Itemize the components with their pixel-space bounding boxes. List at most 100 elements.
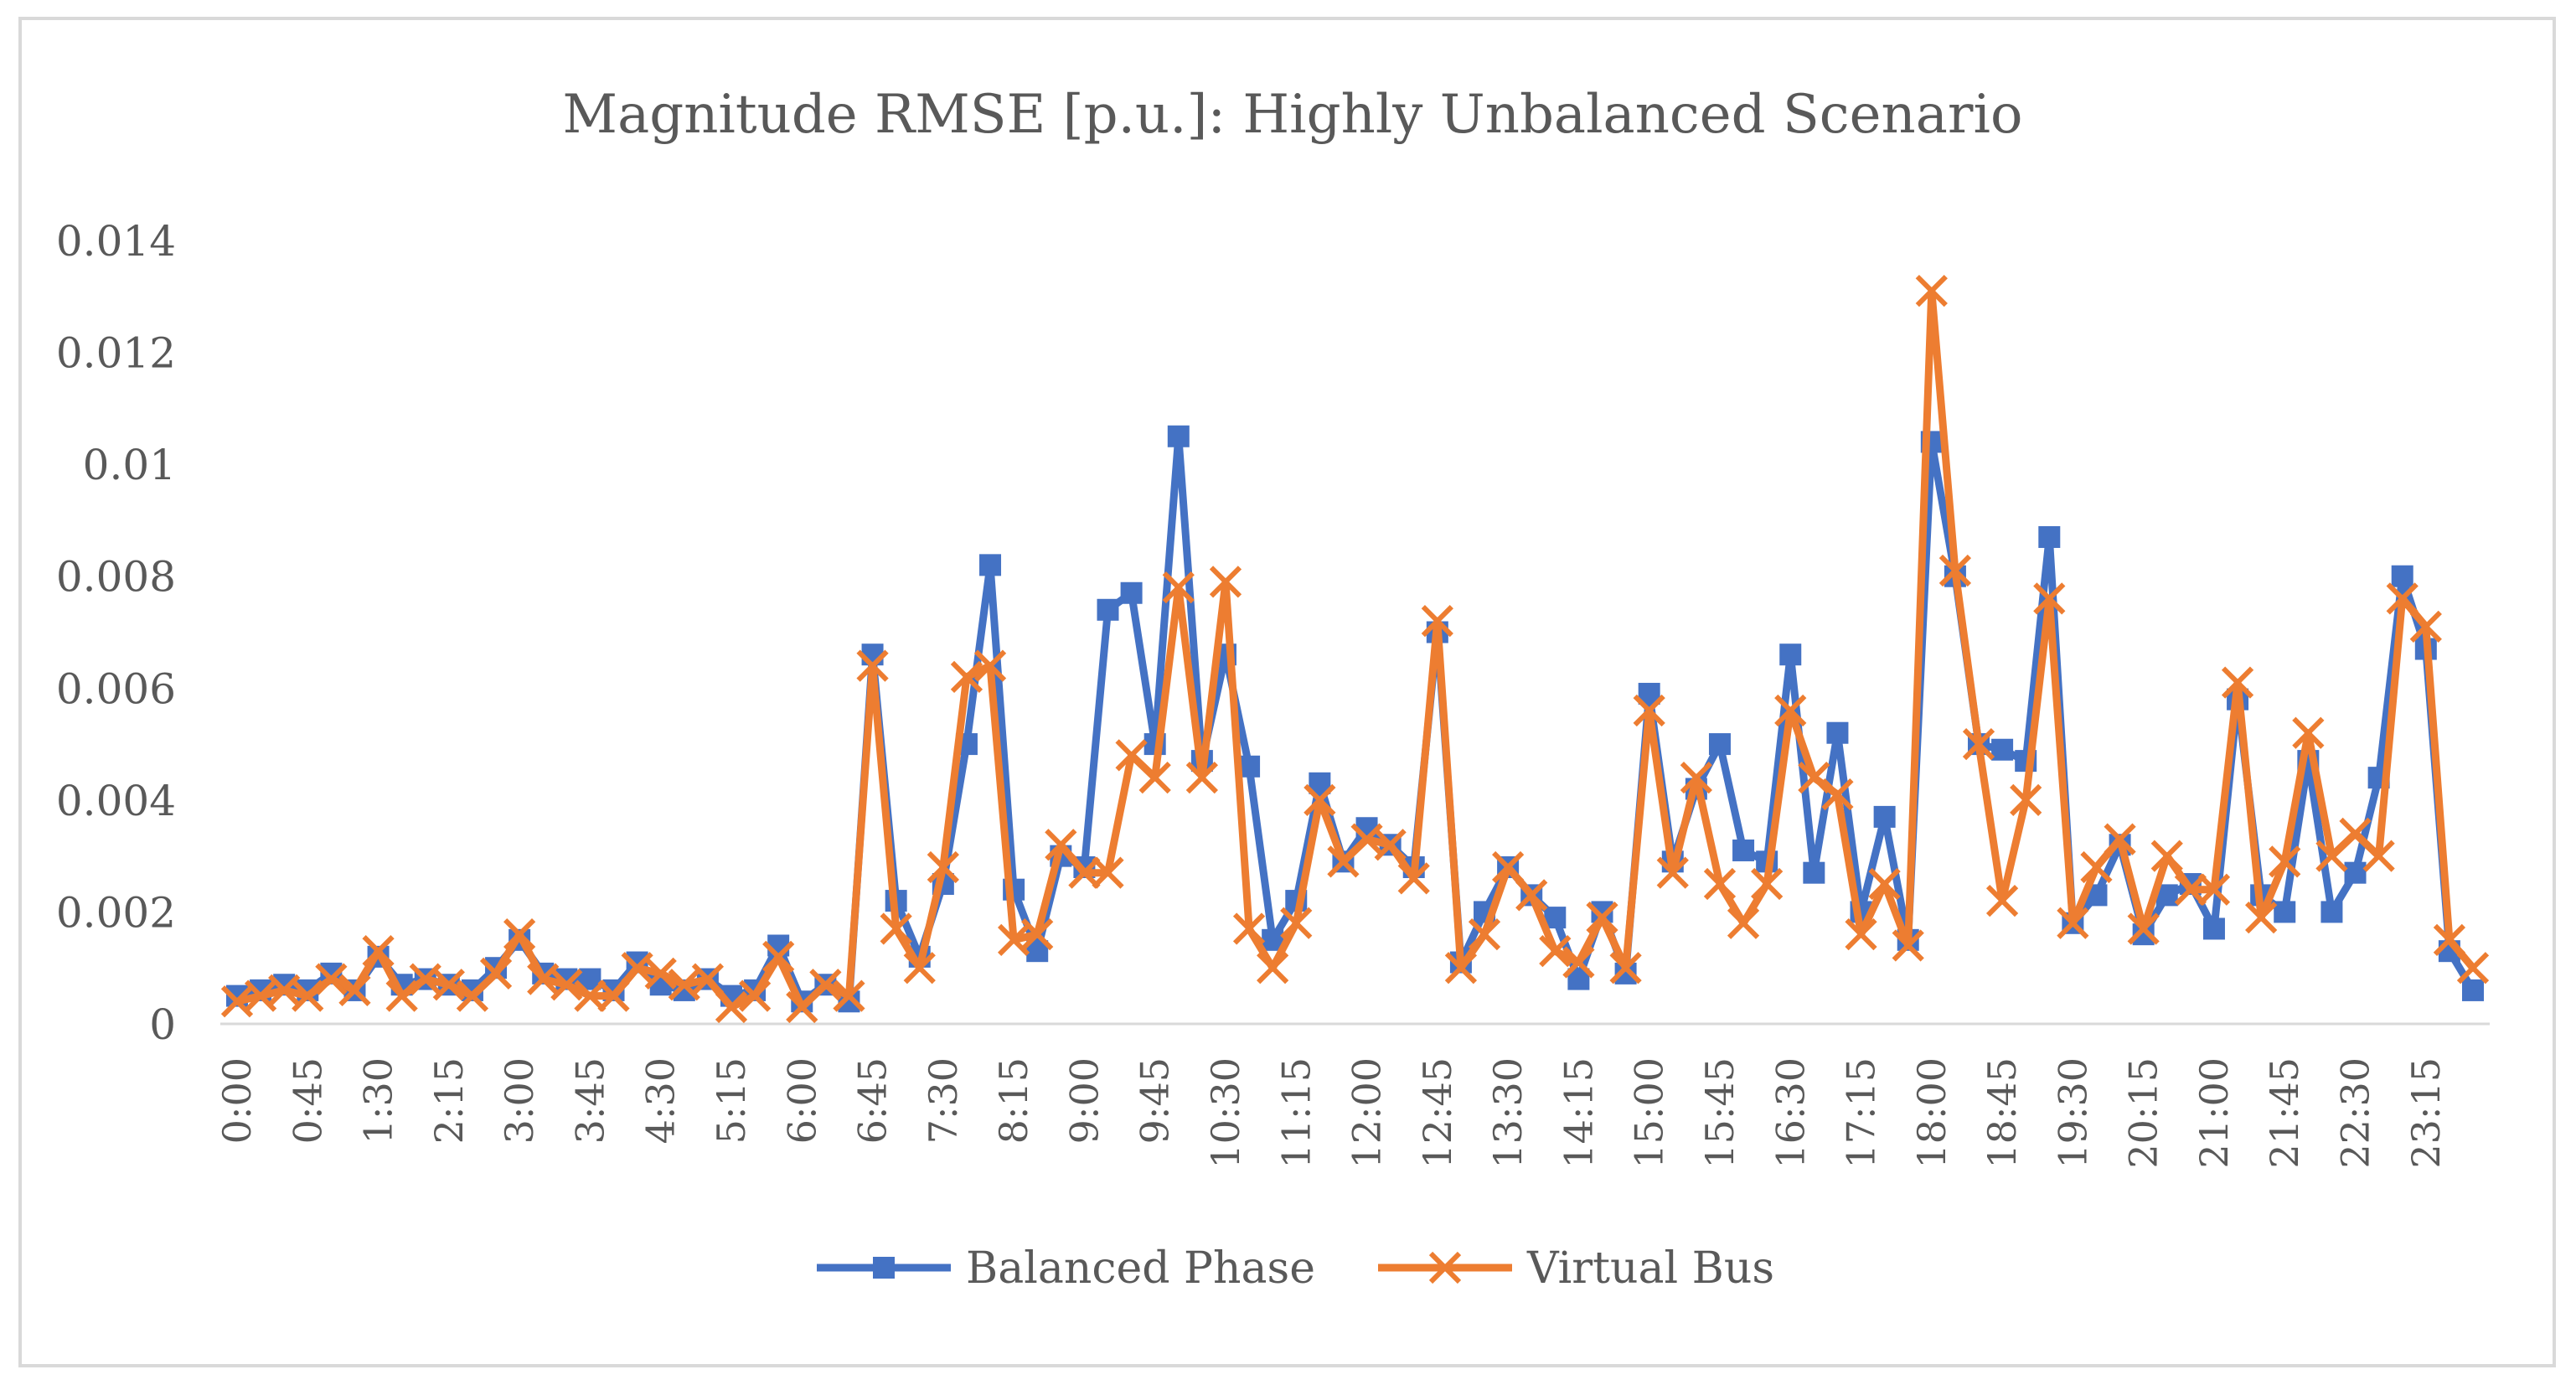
data-point	[1468, 918, 1501, 951]
data-point	[2033, 582, 2066, 615]
data-point	[338, 974, 371, 1007]
data-point	[1092, 856, 1124, 889]
data-point	[1257, 952, 1289, 984]
chart-title: Magnitude RMSE [p.u.]: Highly Unbalanced…	[563, 84, 2023, 146]
x-tick-label: 3:45	[567, 1057, 612, 1144]
data-point	[998, 923, 1030, 956]
x-tick-label: 20:15	[2121, 1057, 2166, 1169]
data-point	[738, 979, 772, 1012]
data-point	[1515, 879, 1548, 912]
data-point	[1120, 581, 1143, 604]
data-point	[1826, 721, 1849, 744]
x-tick-label: 0:00	[214, 1057, 260, 1144]
data-point	[1021, 918, 1054, 951]
x-tick-label: 11:15	[1273, 1057, 1319, 1169]
y-tick-label: 0.014	[56, 217, 176, 266]
data-point	[1798, 762, 1830, 794]
data-point	[315, 963, 348, 995]
data-point	[2057, 907, 2089, 939]
data-point	[1097, 598, 1119, 621]
y-axis-labels: 0 0.002 0.004 0.006 0.008 0.01 0.012 0.014	[56, 217, 176, 1049]
data-point	[1873, 805, 1896, 828]
data-point	[1045, 829, 1077, 861]
data-point	[432, 969, 465, 1001]
data-point	[503, 918, 536, 951]
data-point	[1444, 952, 1478, 984]
data-point	[2197, 873, 2231, 906]
data-point	[903, 952, 936, 984]
x-tick-label: 5:15	[709, 1057, 754, 1144]
y-tick-label: 0.008	[56, 553, 176, 602]
data-point	[2456, 952, 2490, 984]
data-point	[2391, 565, 2413, 587]
legend-marker	[873, 1257, 895, 1279]
data-point	[1350, 823, 1383, 855]
x-tick-label: 4:30	[638, 1057, 684, 1144]
data-point	[2080, 850, 2113, 884]
data-point	[2274, 901, 2296, 923]
data-point	[1421, 605, 1453, 638]
data-point	[973, 649, 1007, 682]
series-line	[233, 287, 2477, 1011]
data-point	[809, 969, 842, 1001]
data-point	[621, 952, 653, 984]
data-point	[762, 940, 795, 973]
data-point	[1491, 850, 1525, 884]
data-point	[2344, 861, 2367, 884]
data-point	[2462, 979, 2484, 1001]
x-tick-label: 16:30	[1768, 1057, 1813, 1169]
data-point	[1068, 856, 1101, 889]
data-point	[479, 957, 513, 990]
x-tick-label: 15:45	[1697, 1057, 1742, 1169]
data-point	[1586, 901, 1618, 934]
data-point	[574, 979, 607, 1012]
data-point	[244, 979, 277, 1012]
data-point	[2174, 873, 2207, 906]
y-tick-label: 0.006	[56, 664, 176, 713]
data-point	[1167, 425, 1190, 447]
data-point	[979, 554, 1002, 576]
data-point	[1708, 733, 1731, 756]
x-tick-label: 21:45	[2262, 1057, 2307, 1169]
data-point	[1138, 762, 1171, 794]
data-point	[644, 957, 677, 990]
data-point	[2150, 840, 2183, 872]
data-point	[1985, 884, 2019, 917]
x-tick-label: 3:00	[497, 1057, 542, 1144]
data-point	[1185, 762, 1219, 794]
data-point	[1962, 727, 1995, 761]
data-point	[385, 979, 418, 1012]
data-point	[2320, 901, 2343, 923]
data-point	[2245, 901, 2278, 934]
data-point	[1209, 566, 1242, 598]
data-point	[1821, 778, 1854, 811]
x-tick-label: 2:15	[426, 1057, 472, 1144]
data-point	[1751, 867, 1784, 901]
data-point	[2292, 716, 2325, 749]
x-tick-label: 17:15	[1839, 1057, 1884, 1169]
x-tick-label: 23:15	[2403, 1057, 2449, 1169]
series-virtual-bus	[220, 274, 2490, 1024]
data-point	[2386, 582, 2419, 615]
data-point	[527, 963, 560, 995]
data-point	[1991, 738, 2014, 761]
y-tick-label: 0	[149, 1000, 176, 1049]
data-point	[833, 979, 865, 1012]
x-tick-label: 9:45	[1133, 1057, 1178, 1144]
x-tick-label: 18:00	[1909, 1057, 1954, 1169]
x-tick-label: 14:15	[1556, 1057, 1601, 1169]
x-tick-label: 6:00	[779, 1057, 824, 1144]
data-point	[2362, 840, 2395, 872]
y-tick-label: 0.002	[56, 888, 176, 937]
data-point	[1803, 861, 1825, 884]
x-tick-label: 1:30	[356, 1057, 401, 1144]
data-point	[362, 935, 395, 968]
x-tick-label: 15:00	[1627, 1057, 1672, 1169]
x-tick-label: 22:30	[2333, 1057, 2378, 1169]
data-point	[2104, 823, 2136, 855]
x-tick-label: 7:30	[921, 1057, 966, 1144]
data-point	[2202, 917, 2225, 940]
x-tick-label: 6:45	[850, 1057, 896, 1144]
x-tick-label: 19:30	[2050, 1057, 2095, 1169]
